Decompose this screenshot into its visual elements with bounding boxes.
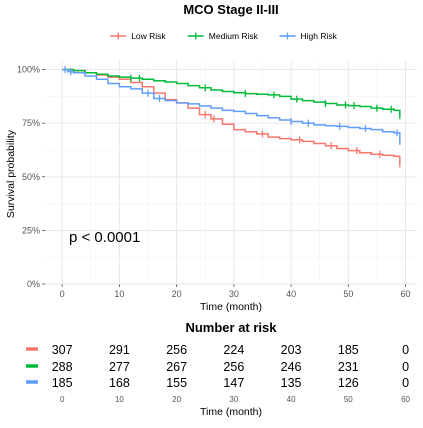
risk-table: 307 291 256 224 203 185 0 288 277 267 256 246 231 0 18… <box>26 343 411 404</box>
x-tick-label: 30 <box>229 289 239 299</box>
curve-low-risk <box>62 68 401 164</box>
risk-cell: 231 <box>338 360 359 374</box>
risk-x-tick-label: 20 <box>172 395 181 404</box>
risk-cell: 126 <box>338 376 359 390</box>
risk-cell: 0 <box>402 376 409 390</box>
risk-x-tick-label: 10 <box>115 395 124 404</box>
risk-cell: 224 <box>223 343 244 357</box>
risk-x-tick-label: 40 <box>287 395 296 404</box>
risk-cell: 277 <box>109 360 130 374</box>
x-tick-label: 60 <box>401 289 411 299</box>
risk-table-x-label: Time (month) <box>200 406 262 418</box>
y-tick-label: 25% <box>22 225 40 235</box>
risk-cell: 267 <box>166 360 187 374</box>
y-tick-label: 0% <box>27 279 40 289</box>
legend-label-high-risk: High Risk <box>301 31 338 41</box>
survival-plot: 0 10 20 30 40 50 60 0% 25% 50% 75% 100% <box>17 61 417 299</box>
y-tick-label: 50% <box>22 172 40 182</box>
risk-x-tick-label: 30 <box>229 395 238 404</box>
x-tick-label: 20 <box>172 289 182 299</box>
p-value-annotation: p < 0.0001 <box>69 229 140 246</box>
risk-cell: 307 <box>52 343 73 357</box>
risk-cell: 0 <box>402 360 409 374</box>
risk-cell: 291 <box>109 343 130 357</box>
x-tick-label: 10 <box>114 289 124 299</box>
risk-cell: 155 <box>166 376 187 390</box>
risk-cell: 0 <box>402 343 409 357</box>
legend-label-medium-risk: Medium Risk <box>209 31 259 41</box>
risk-cell: 288 <box>52 360 73 374</box>
curve-medium-risk <box>62 68 401 116</box>
risk-cell: 203 <box>281 343 302 357</box>
legend-label-low-risk: Low Risk <box>131 31 166 41</box>
y-tick-label: 75% <box>22 118 40 128</box>
legend: Low Risk Medium Risk High Risk <box>110 31 338 41</box>
risk-cell: 246 <box>281 360 302 374</box>
chart-title: MCO Stage II-III <box>183 2 278 17</box>
risk-cell: 147 <box>223 376 244 390</box>
risk-cell: 256 <box>223 360 244 374</box>
risk-x-tick-label: 0 <box>60 395 65 404</box>
y-axis-label: Survival probability <box>5 129 17 218</box>
risk-cell: 256 <box>166 343 187 357</box>
risk-cell: 185 <box>52 376 73 390</box>
curve-high-risk <box>62 68 401 142</box>
x-tick-label: 0 <box>60 289 65 299</box>
risk-x-tick-label: 50 <box>344 395 353 404</box>
x-tick-label: 40 <box>286 289 296 299</box>
x-tick-label: 50 <box>343 289 353 299</box>
x-axis-label: Time (month) <box>200 301 262 313</box>
risk-cell: 185 <box>338 343 359 357</box>
risk-cell: 168 <box>109 376 130 390</box>
risk-table-title: Number at risk <box>185 320 277 335</box>
risk-x-tick-label: 60 <box>401 395 410 404</box>
risk-cell: 135 <box>281 376 302 390</box>
y-tick-label: 100% <box>17 65 40 75</box>
